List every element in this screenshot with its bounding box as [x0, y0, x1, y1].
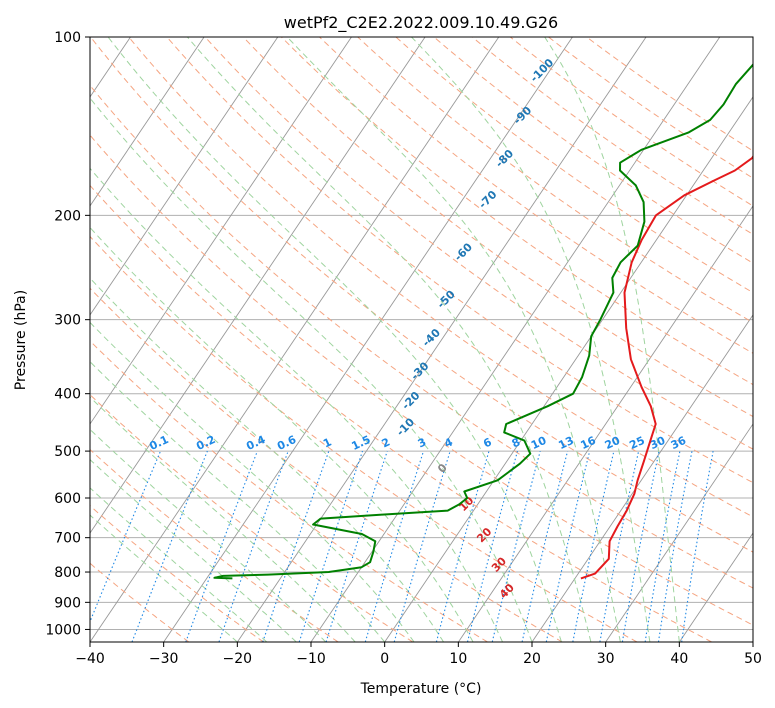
- dry-adiabat-line: [90, 134, 753, 626]
- x-tick-label: 20: [523, 651, 541, 667]
- mixing-ratio-label: 36: [669, 434, 689, 452]
- mixing-ratio-line: [491, 450, 541, 642]
- isotherm-line: [90, 37, 353, 425]
- moist-adiabat-line: [90, 226, 474, 642]
- mixing-ratio-label: 10: [529, 434, 549, 452]
- dry-adiabat-line: [242, 37, 753, 418]
- isotherm-line: [605, 423, 753, 642]
- y-tick-label: 400: [54, 387, 81, 403]
- y-tick-label: 300: [54, 313, 81, 329]
- dry-adiabat-line: [281, 37, 753, 386]
- mixing-ratio-label: 20: [603, 434, 623, 452]
- mixing-ratio-line: [131, 450, 208, 642]
- isotherm-line: [90, 37, 426, 534]
- isotherm-line: [678, 532, 753, 642]
- mixing-ratio-label: 16: [579, 434, 599, 452]
- y-tick-label: 600: [54, 491, 81, 507]
- moist-adiabat-line: [544, 37, 680, 642]
- y-tick-label: 500: [54, 444, 81, 460]
- x-tick-label: 40: [670, 651, 688, 667]
- x-axis: −40 −30 −20 −10 0 10 20 30 40 50: [75, 642, 762, 667]
- x-axis-label: Temperature (°C): [360, 681, 482, 697]
- x-tick-label: 50: [744, 651, 762, 667]
- moist-adiabat-line: [90, 277, 445, 642]
- mixing-ratio-label: 13: [556, 434, 575, 452]
- mixing-ratio-line: [521, 450, 569, 642]
- mixing-ratio-label: 30: [648, 434, 668, 452]
- isotherm-line: [531, 314, 753, 642]
- dry-adiabat-line: [90, 340, 488, 642]
- x-tick-label: 30: [597, 651, 615, 667]
- y-axis-label: Pressure (hPa): [13, 290, 29, 390]
- moist-adiabat-line: [90, 487, 268, 642]
- x-tick-label: 0: [380, 651, 389, 667]
- mixing-ratio-line: [185, 450, 258, 642]
- mixing-ratio-line: [393, 450, 451, 642]
- mixing-ratio-line: [218, 450, 289, 642]
- moist-adiabat-line: [187, 37, 592, 642]
- dry-adiabat-line: [90, 235, 638, 642]
- temperature-profile: [580, 154, 753, 580]
- y-tick-label: 800: [54, 565, 81, 581]
- mixing-ratio-line: [435, 450, 490, 642]
- dewpoint-profile: [213, 62, 753, 580]
- moist-adiabat-line: [411, 37, 651, 642]
- mixing-ratio-line: [325, 450, 388, 642]
- isotherm-line: [90, 37, 500, 642]
- y-tick-label: 900: [54, 595, 81, 611]
- x-tick-label: −20: [223, 651, 253, 667]
- isotherm-line: [90, 37, 205, 207]
- dry-adiabat-line: [90, 184, 712, 642]
- mixing-ratio-line: [466, 450, 519, 642]
- x-tick-label: −30: [149, 651, 179, 667]
- y-tick-label: 1000: [45, 622, 81, 638]
- chart-title: wetPf2_C2E2.2022.009.10.49.G26: [284, 13, 558, 33]
- background-lines: [90, 37, 753, 642]
- x-tick-label: −10: [296, 651, 326, 667]
- mixing-ratio-line: [681, 451, 714, 642]
- moist-adiabat-line: [90, 167, 503, 642]
- dry-adiabat-line: [128, 37, 753, 518]
- y-tick-label: 200: [54, 208, 81, 224]
- mixing-ratio-label: 25: [627, 434, 646, 452]
- mixing-ratio-line: [364, 450, 425, 642]
- moist-adiabat-line: [90, 514, 238, 642]
- isotherm-line: [384, 96, 753, 642]
- moist-adiabat-line: [90, 428, 327, 642]
- dry-adiabat-line: [90, 287, 563, 642]
- plot-frame: [89, 36, 754, 643]
- moist-adiabat-line: [286, 37, 621, 642]
- isotherm-line: [457, 205, 753, 642]
- x-tick-label: 10: [449, 651, 467, 667]
- isotherm-line: [163, 37, 574, 642]
- dry-adiabat-line: [319, 37, 753, 354]
- x-tick-label: −40: [75, 651, 105, 667]
- mixing-ratio-line: [90, 450, 162, 624]
- moist-adiabat-line: [90, 458, 297, 642]
- dry-adiabat-line: [90, 504, 264, 642]
- mixing-ratio-line: [298, 450, 364, 642]
- mixing-ratio-line: [545, 450, 591, 642]
- y-axis: 100 200 300 400 500 600 700 800 900 1000: [45, 30, 90, 638]
- moist-adiabat-line: [90, 97, 533, 642]
- moist-adiabat-line: [90, 321, 415, 642]
- y-tick-label: 700: [54, 531, 81, 547]
- dry-adiabat-line: [90, 37, 753, 553]
- profiles: [213, 62, 753, 580]
- mixing-ratio-line: [262, 450, 330, 642]
- moist-adiabat-line: [90, 360, 386, 642]
- isotherm-line: [236, 37, 647, 642]
- y-tick-label: 100: [54, 30, 81, 46]
- moist-adiabat-line: [107, 37, 562, 642]
- dry-adiabat-line: [90, 84, 753, 589]
- isotherm-line: [90, 37, 279, 316]
